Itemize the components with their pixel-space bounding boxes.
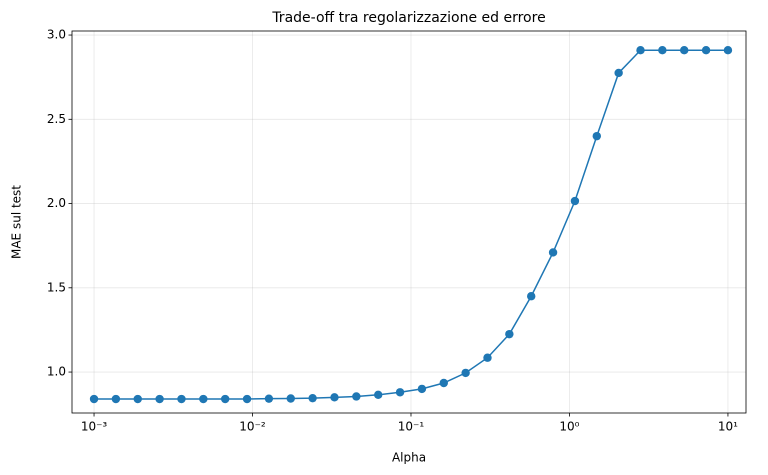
plot-frame [71, 30, 747, 414]
data-point [701, 46, 711, 55]
data-point [658, 46, 667, 55]
data-point [352, 392, 361, 401]
x-tick-label: 10⁻² [239, 420, 266, 434]
data-point [220, 394, 230, 404]
data-point [614, 68, 623, 78]
y-tick-label: 2.0 [47, 196, 66, 210]
data-point [680, 46, 689, 55]
data-point [242, 394, 252, 404]
y-tick-label: 1.0 [47, 365, 66, 379]
data-point [374, 390, 383, 400]
x-tick-label: 10¹ [718, 420, 738, 434]
data-point [527, 292, 536, 301]
x-tick-label: 10⁻¹ [398, 420, 425, 434]
data-point [439, 378, 448, 388]
data-point [330, 393, 339, 402]
data-point [177, 394, 186, 404]
y-tick-label: 1.5 [47, 280, 66, 294]
chart-title: Trade-off tra regolarizzazione ed errore [271, 10, 545, 26]
data-point [133, 394, 142, 404]
data-point [308, 393, 317, 403]
data-point [570, 196, 580, 206]
data-point [505, 329, 514, 339]
x-tick-label: 10⁰ [559, 420, 579, 434]
data-point [417, 384, 427, 394]
y-tick-label: 3.0 [47, 28, 66, 42]
data-point [395, 388, 405, 397]
data-point [592, 131, 601, 141]
y-tick-label: 2.5 [47, 112, 66, 126]
data-point [111, 394, 121, 404]
x-axis-label: Alpha [392, 451, 426, 465]
data-point [548, 248, 558, 257]
data-point [264, 394, 274, 403]
data-point [461, 368, 470, 378]
data-point [483, 353, 492, 362]
data-point [155, 394, 164, 404]
data-point [636, 46, 645, 55]
y-axis-label: MAE sul test [10, 185, 24, 259]
data-point [723, 46, 733, 55]
x-tick-label: 10⁻³ [81, 420, 108, 434]
data-point [199, 394, 208, 404]
data-point [286, 394, 295, 403]
data-point [89, 394, 99, 404]
